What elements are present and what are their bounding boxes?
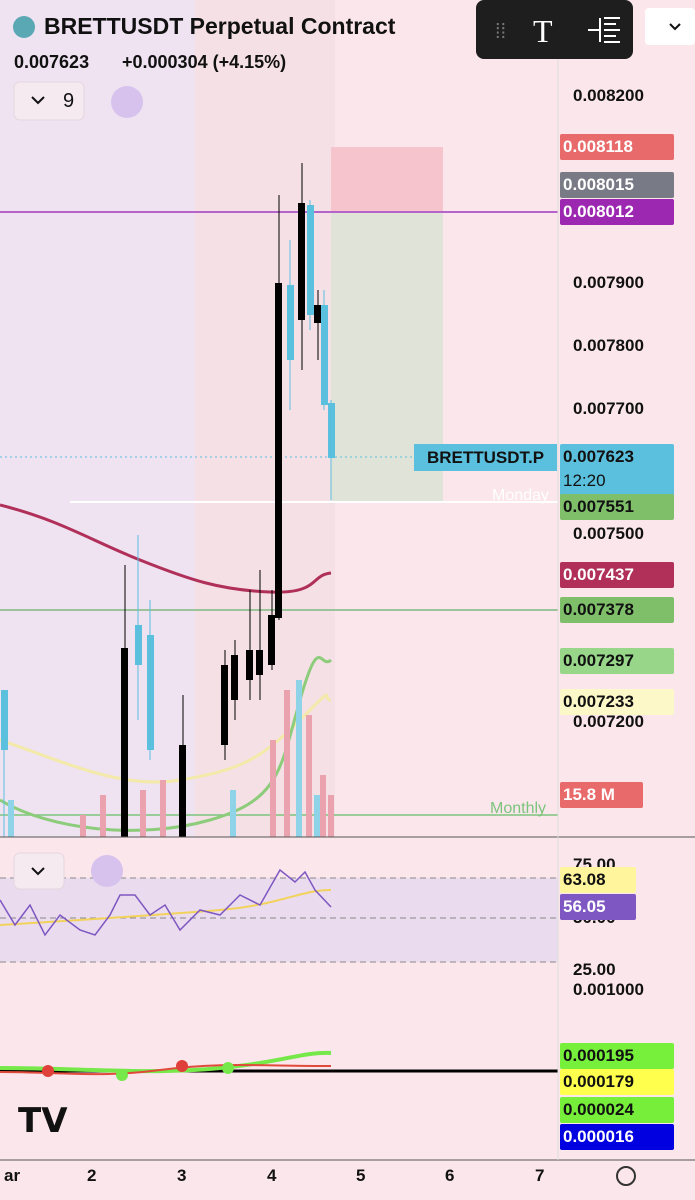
drawing-toolbar	[476, 0, 633, 59]
time-tick: 6	[445, 1166, 455, 1185]
rsi-tick: 25.00	[573, 960, 616, 979]
volume-badge: 15.8 M	[560, 782, 643, 808]
ma-line	[0, 693, 332, 784]
price-tick: 0.007200	[573, 712, 644, 731]
text-tool[interactable]: T	[533, 13, 553, 49]
price-tick: 0.007900	[573, 273, 644, 292]
symbol-title: BRETTUSDT Perpetual Contract	[44, 13, 396, 39]
time-tick: ar	[4, 1166, 21, 1185]
last-badge-price: 0.007623	[563, 447, 634, 466]
level-label: Monthly	[490, 800, 547, 817]
cross-dot	[116, 1069, 128, 1081]
price-change: +0.000304 (+4.15%)	[122, 52, 287, 72]
macd-badge: 0.000016	[560, 1124, 674, 1150]
price-tick: 0.008200	[573, 86, 644, 105]
macd-tick: 0.001000	[573, 980, 644, 999]
symbol-icon	[13, 16, 35, 38]
level-label: Monday	[492, 487, 549, 504]
cross-dot	[176, 1060, 188, 1072]
price-badge: 0.007233	[560, 689, 674, 715]
session-shade	[195, 0, 335, 837]
session-shade	[0, 0, 195, 837]
countdown: 12:20	[563, 471, 606, 490]
macd-badge: 0.000179	[560, 1069, 674, 1095]
price-badge: 0.007551	[560, 494, 674, 520]
chevron	[669, 23, 681, 31]
stop-zone	[331, 147, 443, 212]
refresh-button[interactable]	[91, 855, 123, 887]
price-badge: 0.008118	[560, 134, 674, 160]
price-badge: 0.007378	[560, 597, 674, 623]
macd-badge: 0.000195	[560, 1043, 674, 1069]
time-tick: 7	[535, 1166, 545, 1185]
indicator-toggle[interactable]	[13, 81, 85, 121]
ma-line	[0, 503, 332, 594]
settings-icon[interactable]	[616, 1166, 636, 1186]
cross-dot	[42, 1065, 54, 1077]
price-badge: 0.008012	[560, 199, 674, 225]
rsi-signal-line	[0, 889, 332, 926]
price-badge: 0.007297	[560, 648, 674, 674]
price-tick: 0.007500	[573, 524, 644, 543]
rsi-badge: 63.08	[560, 867, 636, 893]
symbol-badge: BRETTUSDT.P	[414, 444, 557, 471]
price-badge: 0.007437	[560, 562, 674, 588]
dropdown[interactable]	[645, 8, 695, 45]
refresh-button[interactable]	[111, 86, 143, 118]
chevron	[31, 96, 45, 105]
macd-line	[0, 1050, 332, 1074]
volume-bars	[80, 690, 334, 837]
price-badge: 0.008015	[560, 172, 674, 198]
ma-line	[0, 656, 333, 832]
candles	[1, 163, 335, 837]
rsi-toggle[interactable]	[13, 852, 65, 890]
chevron	[31, 867, 45, 876]
time-tick: 3	[177, 1166, 187, 1185]
indicator-count: 9	[63, 90, 75, 112]
last-price: 0.007623	[14, 52, 90, 72]
time-tick: 4	[267, 1166, 277, 1185]
last-badge	[560, 444, 674, 503]
macd-badge: 0.000024	[560, 1097, 674, 1123]
logo: TV	[18, 1101, 68, 1141]
rsi-line	[0, 868, 332, 937]
drag-handle[interactable]: ⁞⁞	[495, 21, 506, 43]
rsi-badge: 56.05	[560, 894, 636, 920]
price-tick: 0.007700	[573, 399, 644, 418]
cross-dot	[222, 1062, 234, 1074]
price-tick: 0.007800	[573, 336, 644, 355]
time-tick: 2	[87, 1166, 97, 1185]
time-tick: 5	[356, 1166, 366, 1185]
volume-bars	[8, 680, 320, 837]
profile-tool[interactable]	[588, 17, 620, 43]
